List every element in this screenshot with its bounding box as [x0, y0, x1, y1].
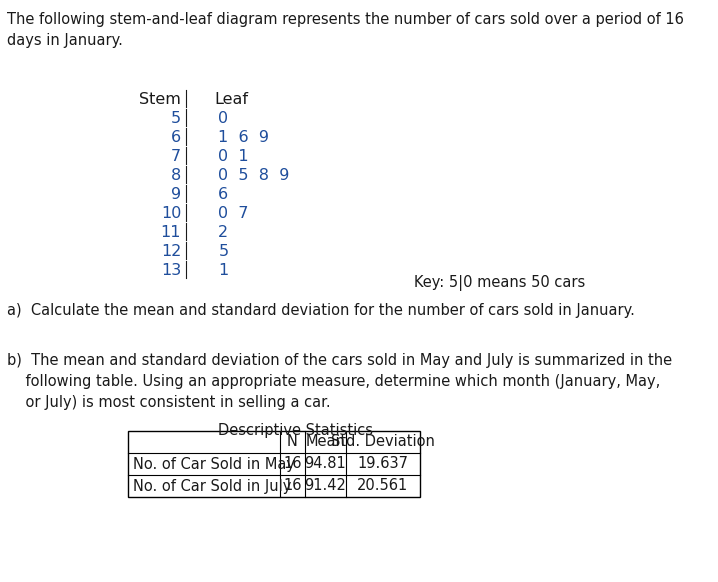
- Text: Stem: Stem: [139, 92, 181, 107]
- Text: 6: 6: [171, 130, 181, 145]
- Text: No. of Car Sold in July: No. of Car Sold in July: [133, 478, 291, 494]
- Text: 5: 5: [218, 244, 228, 259]
- Text: 13: 13: [161, 263, 181, 278]
- Text: 8: 8: [171, 168, 181, 183]
- Text: Leaf: Leaf: [214, 92, 248, 107]
- Text: 16: 16: [283, 478, 302, 494]
- Text: 5: 5: [171, 111, 181, 126]
- Text: 9: 9: [171, 187, 181, 202]
- Text: 94.81: 94.81: [304, 456, 346, 471]
- Text: 2: 2: [218, 225, 228, 240]
- Text: 0  5  8  9: 0 5 8 9: [218, 168, 289, 183]
- Text: 1  6  9: 1 6 9: [218, 130, 269, 145]
- Text: 19.637: 19.637: [358, 456, 409, 471]
- Text: 6: 6: [218, 187, 228, 202]
- Text: 20.561: 20.561: [358, 478, 409, 494]
- Text: Std. Deviation: Std. Deviation: [331, 435, 435, 449]
- Text: The following stem-and-leaf diagram represents the number of cars sold over a pe: The following stem-and-leaf diagram repr…: [6, 12, 684, 48]
- Text: 7: 7: [171, 149, 181, 164]
- Text: 10: 10: [161, 206, 181, 221]
- Text: No. of Car Sold in May: No. of Car Sold in May: [133, 456, 294, 471]
- Text: 0  7: 0 7: [218, 206, 248, 221]
- Text: 91.42: 91.42: [304, 478, 346, 494]
- Text: 16: 16: [283, 456, 302, 471]
- Text: 1: 1: [218, 263, 228, 278]
- Bar: [128, 431, 420, 497]
- Text: 0: 0: [218, 111, 228, 126]
- Text: 12: 12: [161, 244, 181, 259]
- Text: a)  Calculate the mean and standard deviation for the number of cars sold in Jan: a) Calculate the mean and standard devia…: [6, 303, 635, 318]
- Text: N: N: [287, 435, 298, 449]
- Text: Key: 5|0 means 50 cars: Key: 5|0 means 50 cars: [414, 275, 584, 291]
- Text: Descriptive Statistics: Descriptive Statistics: [218, 423, 373, 438]
- Text: 0  1: 0 1: [218, 149, 249, 164]
- Text: 11: 11: [161, 225, 181, 240]
- Text: Mean: Mean: [305, 435, 345, 449]
- Text: b)  The mean and standard deviation of the cars sold in May and July is summariz: b) The mean and standard deviation of th…: [6, 353, 672, 410]
